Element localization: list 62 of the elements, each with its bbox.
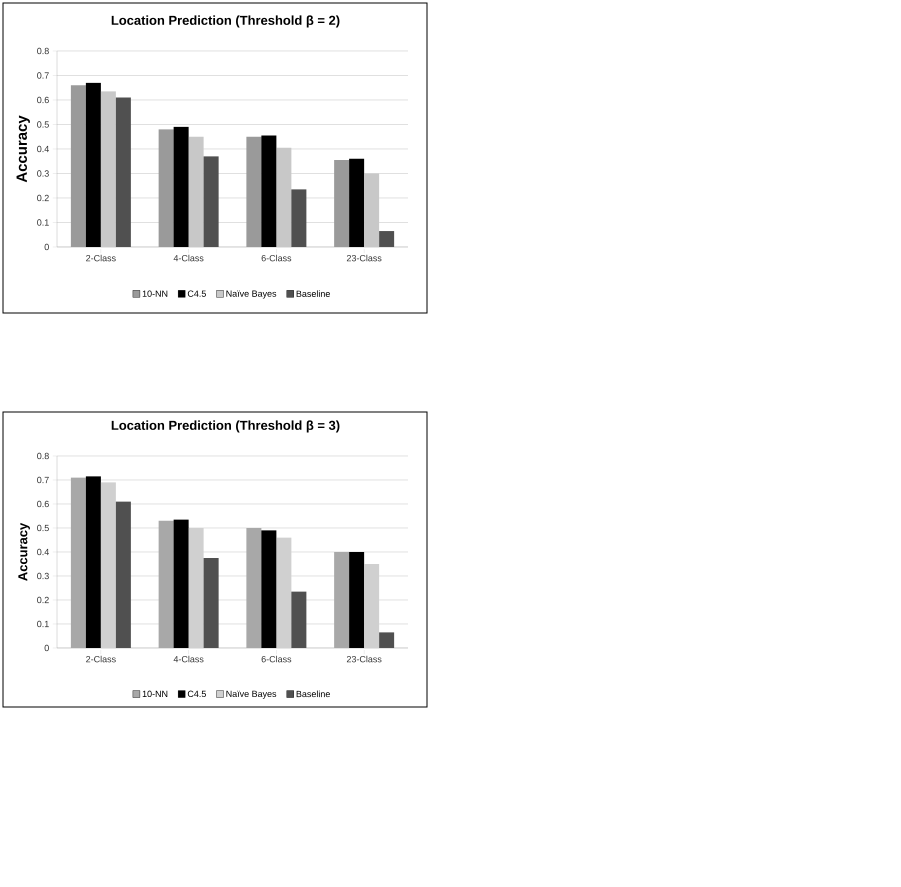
y-tick-label: 0.2 [37, 596, 49, 604]
bar [291, 189, 306, 247]
bar [188, 528, 204, 648]
legend-label: Baseline [296, 290, 330, 297]
bar [349, 552, 364, 648]
y-tick-label: 0.2 [37, 194, 49, 202]
y-tick-label: 0 [44, 244, 49, 250]
y-tick-label: 0.6 [37, 500, 49, 508]
bar [276, 538, 292, 648]
bar [86, 476, 101, 648]
y-tick-label: 0.5 [37, 121, 49, 128]
bar [379, 231, 394, 247]
chart-title: Location Prediction (Threshold β = 2) [112, 15, 340, 28]
x-tick-label: 2-Class [86, 254, 116, 262]
y-tick-label: 0 [44, 644, 49, 652]
bar [116, 502, 131, 648]
legend-label: 10-NN [142, 690, 168, 698]
bar [204, 156, 219, 247]
bar [188, 136, 204, 247]
y-tick-label: 0.8 [37, 452, 49, 460]
bar [174, 126, 189, 247]
bar [100, 482, 116, 648]
legend-label: C4.5 [188, 690, 206, 698]
bar [116, 98, 131, 247]
x-tick-label: 6-Class [262, 254, 292, 262]
y-tick-label: 0.7 [37, 72, 49, 79]
y-tick-label: 0.3 [37, 170, 49, 177]
y-tick-label: 0.4 [37, 146, 49, 152]
y-tick-label: 0.8 [37, 48, 49, 54]
x-tick-label: 4-Class [174, 656, 204, 662]
bar [261, 530, 276, 648]
bar [100, 91, 116, 247]
legend-label: Naïve Bayes [226, 290, 276, 299]
x-tick-label: 23-Class [346, 254, 382, 262]
bar [174, 520, 189, 648]
bar [379, 632, 394, 648]
bar [261, 136, 276, 247]
bar [364, 564, 380, 648]
y-tick-label: 0.1 [37, 620, 49, 628]
x-tick-label: 4-Class [174, 254, 204, 262]
x-tick-label: 23-Class [346, 656, 382, 662]
bar [276, 148, 292, 247]
legend-label: C4.5 [188, 290, 206, 297]
y-axis-title: Accuracy [16, 115, 30, 182]
legend-label: 10-NN [142, 290, 168, 297]
y-tick-label: 0.4 [37, 548, 49, 556]
x-tick-label: 6-Class [262, 656, 292, 662]
chart-title: Location Prediction (Threshold β = 3) [112, 420, 340, 432]
y-tick-label: 0.1 [37, 219, 49, 226]
bar [86, 82, 101, 247]
legend-label: Naïve Bayes [226, 690, 276, 699]
bar [204, 558, 219, 648]
legend-label: Baseline [296, 690, 330, 698]
bar [349, 158, 364, 247]
y-tick-label: 0.7 [37, 476, 49, 484]
y-tick-label: 0.3 [37, 572, 49, 580]
y-axis-title: Accuracy [18, 522, 30, 581]
y-tick-label: 0.5 [37, 524, 49, 532]
y-tick-label: 0.6 [37, 96, 49, 104]
bar [364, 173, 380, 247]
x-tick-label: 2-Class [86, 656, 116, 662]
bar [291, 592, 306, 648]
